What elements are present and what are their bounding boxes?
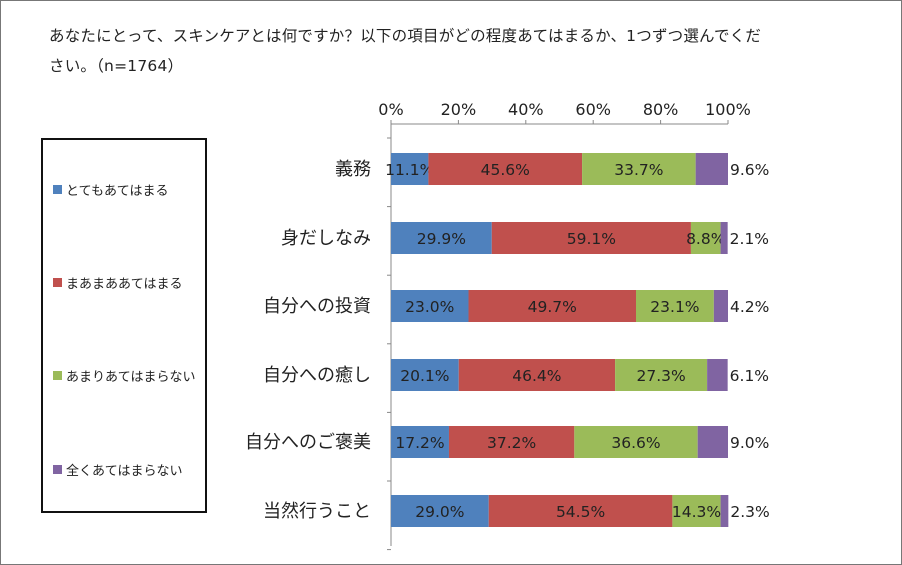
legend-swatch-somewhat xyxy=(53,278,62,287)
bar-segment xyxy=(720,222,728,254)
category-label: 義務 xyxy=(335,159,371,180)
category-label: 自分へのご褒美 xyxy=(245,432,371,453)
data-label: 14.3% xyxy=(672,503,721,521)
x-tick-label: 80% xyxy=(643,100,679,119)
legend-swatch-not-much xyxy=(53,371,62,380)
data-label: 59.1% xyxy=(567,230,616,248)
data-label: 9.6% xyxy=(730,161,769,179)
bar-segment xyxy=(635,290,714,322)
bar-segment xyxy=(582,153,696,185)
category-label: 自分への投資 xyxy=(263,296,371,317)
legend-label-not-at-all: 全くあてはまらない xyxy=(66,464,183,479)
x-tick-label: 60% xyxy=(575,100,611,119)
bar-segment xyxy=(491,222,691,254)
x-tick-label: 0% xyxy=(378,100,403,119)
data-label: 45.6% xyxy=(481,161,530,179)
data-label: 37.2% xyxy=(487,434,536,452)
legend-swatch-very xyxy=(53,185,62,194)
category-label: 当然行うこと xyxy=(263,501,371,522)
bar-segment xyxy=(615,359,708,391)
bar-segment xyxy=(713,290,728,322)
bar-segment xyxy=(448,426,575,458)
bar-segment xyxy=(391,153,429,185)
data-label: 27.3% xyxy=(636,367,685,385)
data-label: 29.9% xyxy=(417,230,466,248)
chart-title: あなたにとって、スキンケアとは何ですか？以下の項目がどの程度あてはまるか、1つず… xyxy=(49,27,762,75)
bar-segment xyxy=(707,359,728,391)
data-label: 2.3% xyxy=(730,503,769,521)
data-label: 11.1% xyxy=(385,161,434,179)
data-label: 2.1% xyxy=(730,230,769,248)
bar-segment xyxy=(391,495,489,527)
data-label: 36.6% xyxy=(611,434,660,452)
data-label: 46.4% xyxy=(512,367,561,385)
bar-segment xyxy=(391,222,492,254)
legend-label-somewhat: まあまああてはまる xyxy=(66,277,183,292)
bar-segment xyxy=(391,426,449,458)
data-label: 6.1% xyxy=(730,367,769,385)
legend-swatch-not-at-all xyxy=(53,465,62,474)
bar-segment xyxy=(690,222,721,254)
bar-segment xyxy=(672,495,721,527)
legend-label-not-much: あまりあてはまらない xyxy=(66,370,196,385)
bar-segment xyxy=(428,153,583,185)
bar-segment xyxy=(574,426,698,458)
bar-segment xyxy=(488,495,673,527)
bar-segment xyxy=(695,153,728,185)
x-tick-label: 40% xyxy=(508,100,544,119)
legend: とてもあてはまる まあまああてはまる あまりあてはまらない 全くあてはまらない xyxy=(41,138,207,513)
data-label: 49.7% xyxy=(528,298,577,316)
legend-item-very: とてもあてはまる xyxy=(53,180,168,199)
legend-label-very: とてもあてはまる xyxy=(66,184,169,199)
bar-segment xyxy=(391,359,459,391)
bar-segment xyxy=(720,495,729,527)
category-label: 自分への癒し xyxy=(263,365,371,386)
data-label: 20.1% xyxy=(400,367,449,385)
legend-item-not-at-all: 全くあてはまらない xyxy=(53,460,182,479)
data-label: 8.8% xyxy=(686,230,725,248)
data-label: 29.0% xyxy=(415,503,464,521)
data-label: 17.2% xyxy=(395,434,444,452)
bar-segment xyxy=(697,426,728,458)
bar-segment xyxy=(458,359,616,391)
bar-segment xyxy=(468,290,636,322)
data-label: 23.0% xyxy=(405,298,454,316)
legend-item-not-much: あまりあてはまらない xyxy=(53,366,195,385)
data-label: 54.5% xyxy=(556,503,605,521)
x-tick-label: 100% xyxy=(705,100,751,119)
bar-segment xyxy=(391,290,469,322)
data-label: 23.1% xyxy=(650,298,699,316)
data-label: 33.7% xyxy=(614,161,663,179)
data-label: 9.0% xyxy=(730,434,769,452)
category-label: 身だしなみ xyxy=(281,228,371,249)
legend-item-somewhat: まあまああてはまる xyxy=(53,273,182,292)
data-label: 4.2% xyxy=(730,298,769,316)
x-tick-label: 20% xyxy=(441,100,477,119)
